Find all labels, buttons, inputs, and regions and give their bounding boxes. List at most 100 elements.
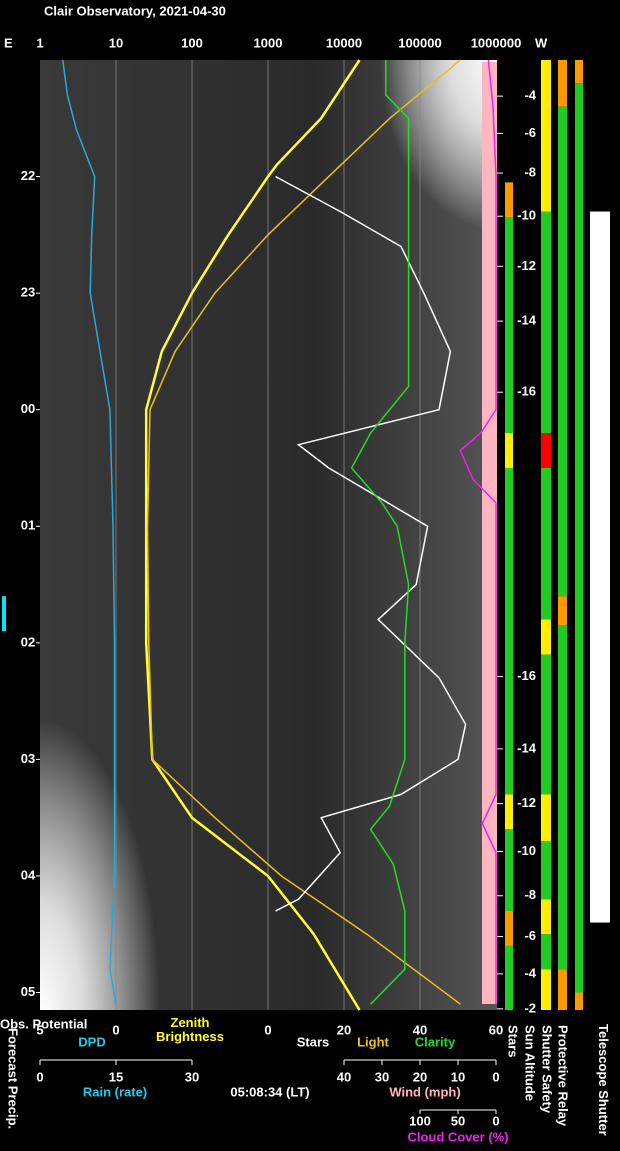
top-tick-label: 10000 [326,35,362,50]
x-tick-label: 0 [492,1113,499,1128]
axis-end-label: W [535,35,548,50]
status-segment [505,794,513,830]
series-label: Clarity [415,1034,456,1049]
status-segment [575,60,583,84]
status-segment [541,934,551,970]
status-segment [541,654,551,795]
series-line [62,59,117,1005]
status-segment [505,945,513,1010]
axis-label: Wind (mph) [389,1084,460,1099]
vertical-label: Forecast Precip. [6,1028,21,1129]
status-segment [558,969,567,1010]
sun-altitude-label: -6 [524,928,536,943]
vertical-label: Stars [506,1025,521,1058]
x-tick-label: 30 [185,1069,199,1084]
status-segment [558,106,567,597]
status-segment [558,596,567,626]
status-segment [541,433,551,468]
sun-altitude-label: -6 [524,125,536,140]
x-tick-label: 100 [409,1113,431,1128]
series-line [459,59,497,1005]
status-segment [541,619,551,655]
status-segment [541,899,551,935]
y-tick-label: 01 [21,518,35,533]
status-segment [541,60,551,212]
series-label: Stars [297,1034,330,1049]
status-segment [505,910,513,946]
status-segment [541,794,551,841]
x-tick-label: 40 [337,1069,351,1084]
x-tick-label: 30 [375,1069,389,1084]
status-segment [575,83,583,993]
series-label: Light [357,1034,389,1049]
status-segment [541,467,551,620]
x-tick-label: 15 [109,1069,123,1084]
chart-title: Clair Observatory, 2021-04-30 [44,3,226,18]
sun-altitude-label: -16 [517,384,536,399]
sun-altitude-label: -12 [517,258,536,273]
sun-altitude-label: -2 [524,1000,536,1015]
sun-altitude-label: -4 [524,965,536,980]
series-line [146,59,461,1005]
status-segment [505,467,513,795]
top-tick-label: 100 [181,35,203,50]
axis-label: Cloud Cover (%) [407,1129,508,1144]
x-tick-label: 50 [451,1113,465,1128]
cloud-band [482,62,497,1004]
y-tick-label: 03 [21,751,35,766]
status-segment [505,433,513,468]
sun-altitude-label: -12 [517,795,536,810]
sun-altitude-label: -16 [517,668,536,683]
vertical-label: Sun Altitude [523,1025,538,1101]
sun-altitude-label: -10 [517,843,536,858]
axis-end-label: E [4,35,13,50]
top-tick-label: 10 [109,35,123,50]
y-tick-label: 04 [21,867,36,882]
x-tick-label: 10 [451,1069,465,1084]
x-tick-label: 0 [264,1022,271,1037]
x-tick-label: 0 [492,1069,499,1084]
top-tick-label: 1000000 [471,35,522,50]
status-segment [558,625,567,970]
timestamp: 05:08:34 (LT) [230,1084,309,1099]
status-segment [575,992,583,1010]
sun-altitude-label: -4 [524,88,536,103]
series-line [350,60,410,1005]
top-tick-label: 1 [36,35,43,50]
series-label: Zenith Brightness [156,1015,224,1044]
sun-altitude-label: -10 [517,208,536,223]
axis-label: Rain (rate) [83,1084,147,1099]
vertical-label: Telescope Shutter [596,1024,611,1136]
sun-altitude-label: -8 [524,887,536,902]
x-tick-label: 20 [337,1022,351,1037]
status-segment [541,211,551,434]
top-tick-label: 100000 [398,35,441,50]
glare [40,720,160,1010]
x-tick-label: 0 [36,1069,43,1084]
top-tick-label: 1000 [254,35,283,50]
y-tick-label: 05 [21,984,35,999]
status-segment [505,217,513,434]
glare [380,60,497,230]
y-tick-label: 00 [21,401,35,416]
status-segment [590,211,610,923]
precip-segment [2,596,6,632]
status-segment [541,969,551,1010]
vertical-label: Obs. Potential [0,1016,87,1031]
y-tick-label: 23 [21,285,35,300]
status-segment [558,60,567,107]
series-label: DPD [78,1034,105,1049]
x-tick-label: 40 [413,1022,427,1037]
y-tick-label: 22 [21,168,35,183]
series-line [144,59,361,1011]
status-segment [505,182,513,218]
x-tick-label: 0 [112,1022,119,1037]
sun-altitude-label: -14 [517,740,537,755]
y-tick-label: 02 [21,634,35,649]
x-tick-label: 60 [489,1022,503,1037]
status-segment [505,829,513,911]
x-tick-label: 20 [413,1069,427,1084]
vertical-label: Shutter Safety [540,1025,555,1114]
